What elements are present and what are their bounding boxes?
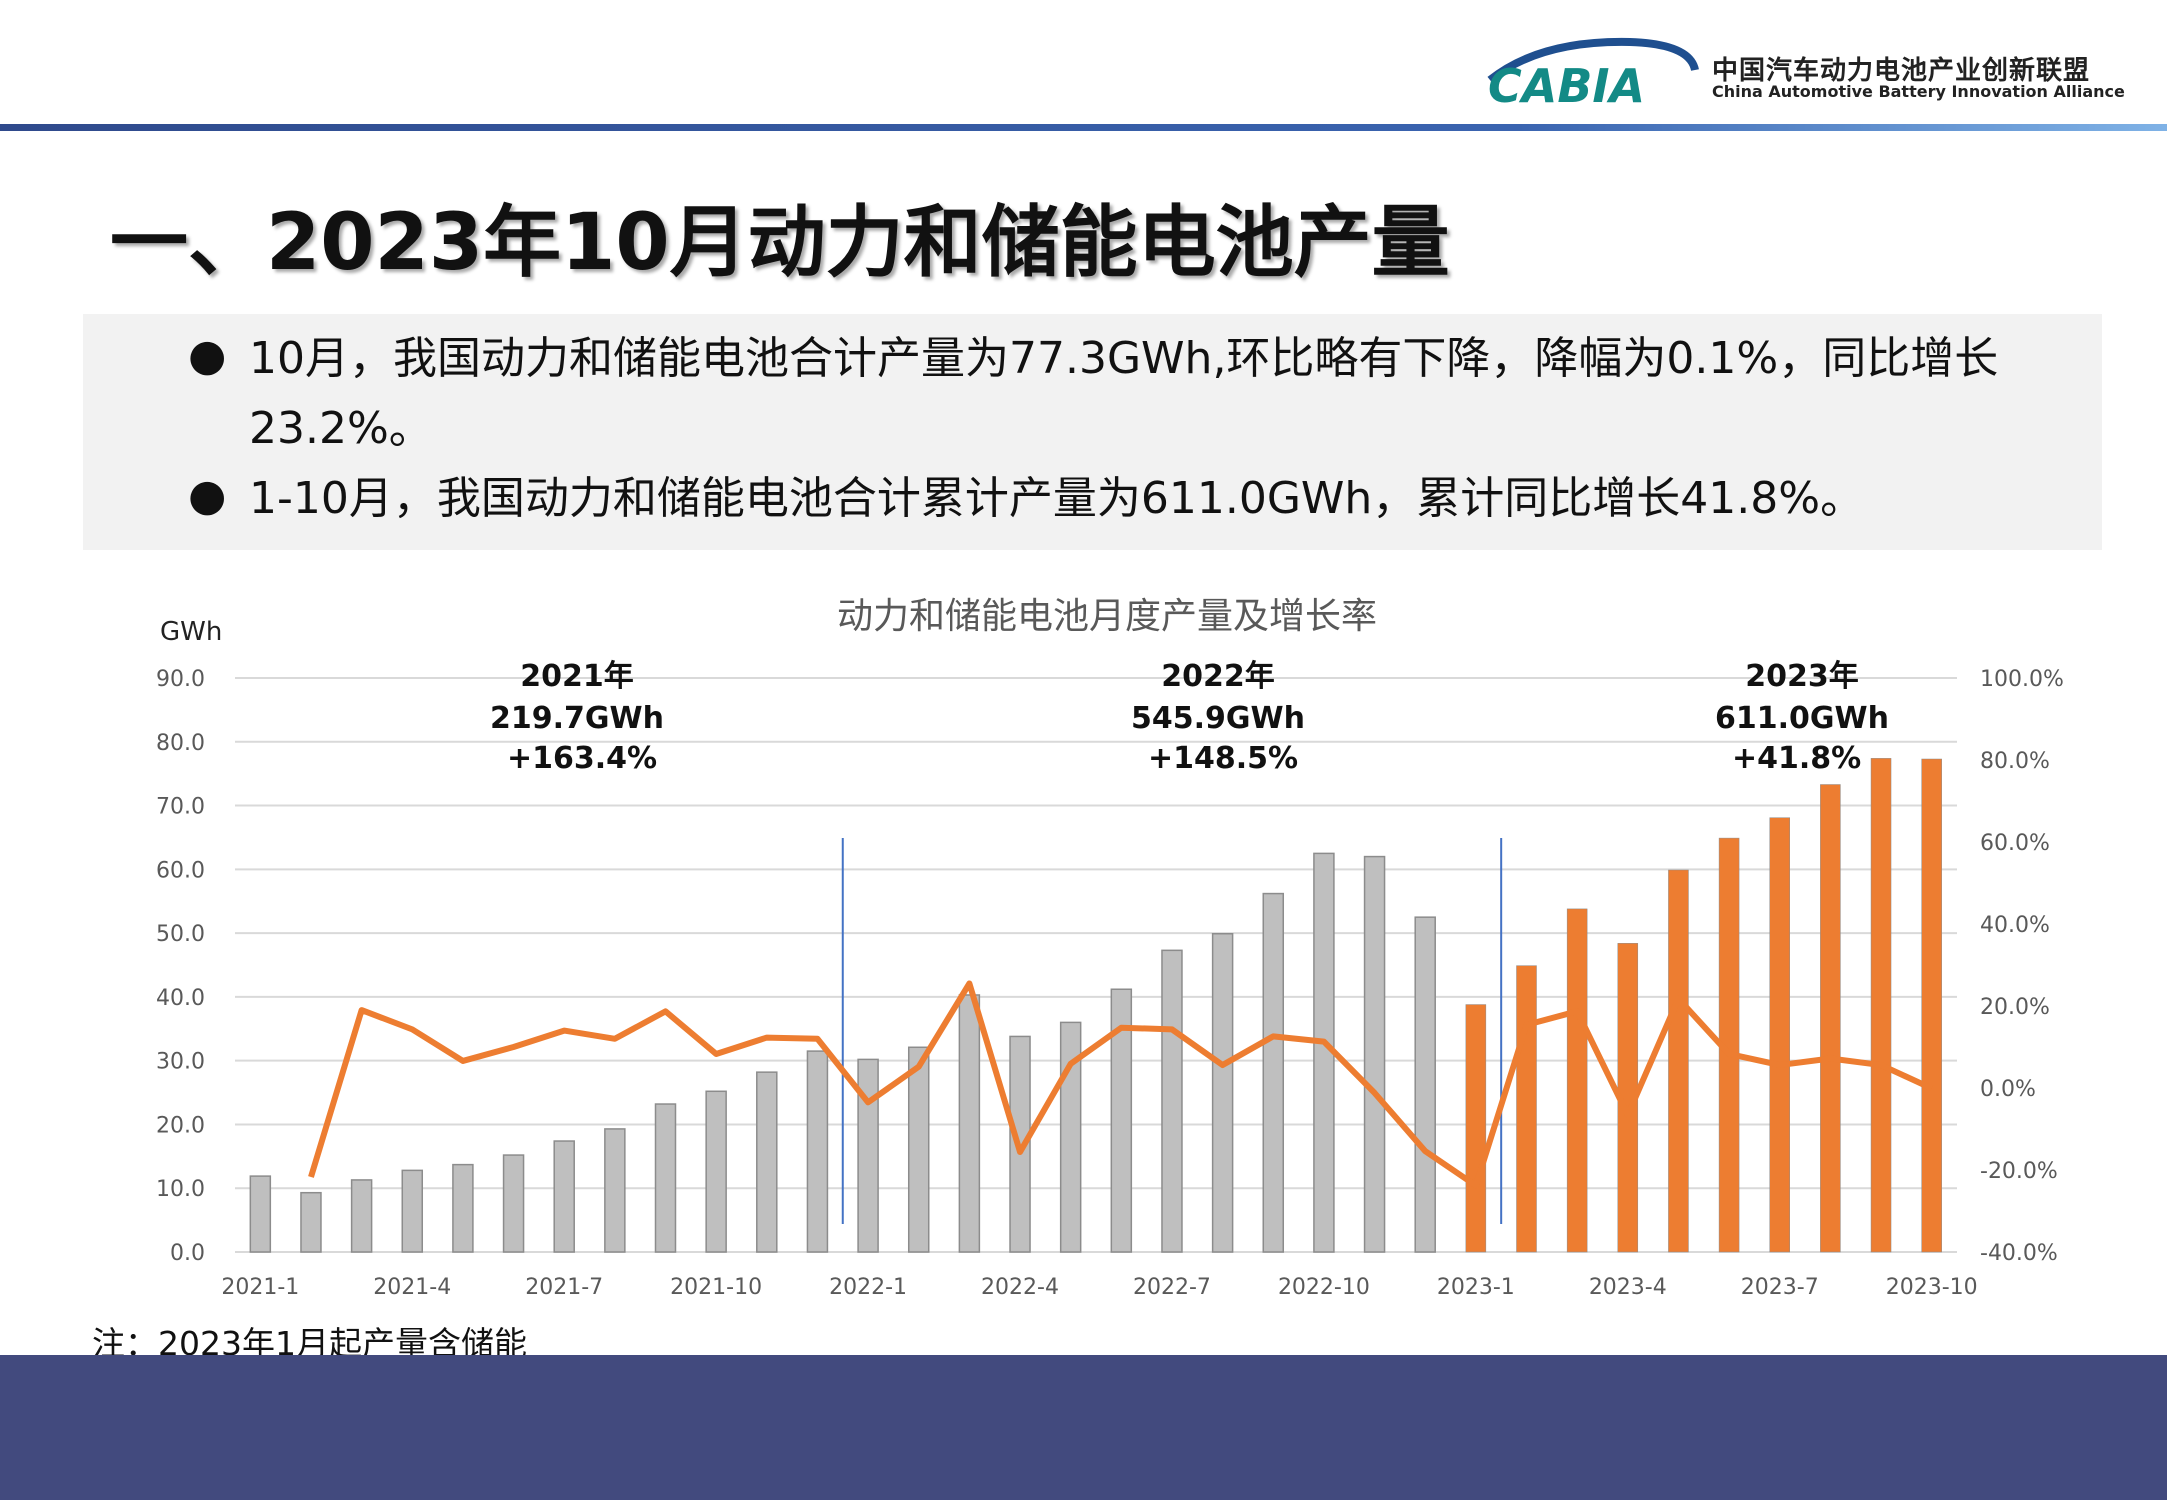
annotation-total: 219.7GWh: [490, 701, 664, 736]
y2-tick-label: -20.0%: [1980, 1159, 2058, 1184]
logo-wordmark: CABIA: [1488, 59, 1645, 110]
x-tick-label: 2021-7: [525, 1275, 603, 1300]
annotation-growth: +163.4%: [507, 741, 657, 776]
bar-2021-11: [756, 1071, 778, 1253]
footer-band: [0, 1355, 2167, 1500]
y2-tick-label: 20.0%: [1980, 995, 2050, 1020]
bar-2023-1: [1465, 1004, 1487, 1253]
annotation-year: 2023年: [1745, 659, 1859, 694]
bullet-text: 10月，我国动力和储能电池合计产量为77.3GWh,环比略有下降，降幅为0.1%…: [249, 333, 1999, 454]
y-tick-label: 40.0: [156, 986, 205, 1011]
summary-box: ● 10月，我国动力和储能电池合计产量为77.3GWh,环比略有下降，降幅为0.…: [83, 314, 2102, 550]
bar-2023-10: [1921, 758, 1942, 1253]
bar-2022-6: [1110, 988, 1133, 1253]
x-tick-label: 2022-4: [981, 1275, 1059, 1300]
x-tick-label: 2022-7: [1133, 1275, 1211, 1300]
x-tick-label: 2022-10: [1278, 1275, 1370, 1300]
y-tick-label: 60.0: [156, 858, 205, 883]
chart-title: 动力和储能电池月度产量及增长率: [837, 596, 1377, 637]
x-tick-label: 2021-1: [221, 1275, 299, 1300]
x-tick-label: 2021-10: [670, 1275, 762, 1300]
annotation-growth: +41.8%: [1732, 741, 1861, 776]
bar-2022-2: [907, 1046, 930, 1253]
bar-2021-10: [705, 1090, 727, 1253]
y2-tick-label: 100.0%: [1980, 667, 2064, 692]
x-tick-label: 2022-1: [829, 1275, 907, 1300]
org-name-cn: 中国汽车动力电池产业创新联盟: [1712, 56, 2091, 86]
annotation-total: 611.0GWh: [1715, 701, 1889, 736]
bar-2021-2: [300, 1191, 322, 1253]
x-tick-label: 2023-10: [1886, 1275, 1978, 1300]
y2-tick-label: 80.0%: [1980, 749, 2050, 774]
y-tick-label: 70.0: [156, 795, 205, 820]
org-name-en: China Automotive Battery Innovation Alli…: [1712, 82, 2125, 101]
y-axis-label: GWh: [160, 617, 222, 647]
y2-tick-label: -40.0%: [1980, 1241, 2058, 1266]
bar-2023-2: [1516, 965, 1537, 1253]
bar-2021-8: [604, 1128, 626, 1253]
bar-2022-5: [1059, 1021, 1082, 1253]
bar-2023-3: [1566, 908, 1588, 1253]
x-tick-label: 2021-4: [373, 1275, 451, 1300]
bar-2023-7: [1769, 817, 1790, 1253]
bullet-icon: ●: [188, 470, 227, 521]
y2-tick-label: 60.0%: [1980, 831, 2050, 856]
bar-2021-3: [350, 1179, 373, 1253]
bar-2021-7: [553, 1140, 575, 1253]
y-tick-label: 80.0: [156, 731, 205, 756]
bar-2022-3: [958, 994, 981, 1253]
bar-2023-5: [1668, 869, 1689, 1253]
bar-2022-11: [1363, 855, 1386, 1253]
x-tick-label: 2023-1: [1437, 1275, 1515, 1300]
annotation-year: 2022年: [1161, 659, 1275, 694]
bar-2022-1: [857, 1058, 879, 1253]
bar-2021-6: [502, 1154, 525, 1253]
annotation-total: 545.9GWh: [1131, 701, 1305, 736]
bar-2023-8: [1820, 784, 1841, 1253]
x-tick-label: 2023-7: [1741, 1275, 1819, 1300]
annotation-growth: +148.5%: [1148, 741, 1298, 776]
y-tick-label: 20.0: [156, 1113, 205, 1138]
header-rule: [0, 124, 2167, 131]
bar-2023-9: [1870, 758, 1892, 1253]
y-tick-label: 90.0: [156, 667, 205, 692]
bar-2021-4: [401, 1169, 424, 1253]
y-tick-label: 30.0: [156, 1050, 205, 1075]
bar-2022-12: [1414, 916, 1436, 1253]
bar-2022-8: [1211, 932, 1234, 1253]
bar-2021-1: [249, 1175, 272, 1253]
y-tick-label: 10.0: [156, 1177, 205, 1202]
annotation-year: 2021年: [520, 659, 634, 694]
bar-2022-7: [1161, 949, 1183, 1253]
bullet-icon: ●: [188, 330, 227, 381]
cabia-logo: CABIA: [1487, 37, 1699, 110]
y-tick-label: 50.0: [156, 922, 205, 947]
bar-2022-9: [1262, 892, 1285, 1253]
bar-2021-5: [452, 1163, 474, 1253]
page-title: 一、2023年10月动力和储能电池产量: [110, 198, 1450, 288]
y2-tick-label: 0.0%: [1980, 1077, 2036, 1102]
bar-2021-9: [654, 1103, 677, 1253]
bar-2021-12: [806, 1050, 829, 1253]
y-tick-label: 0.0: [170, 1241, 205, 1266]
bullet-text: 1-10月，我国动力和储能电池合计累计产量为611.0GWh，累计同比增长41.…: [249, 473, 1865, 524]
x-tick-label: 2023-4: [1589, 1275, 1667, 1300]
y2-tick-label: 40.0%: [1980, 913, 2050, 938]
